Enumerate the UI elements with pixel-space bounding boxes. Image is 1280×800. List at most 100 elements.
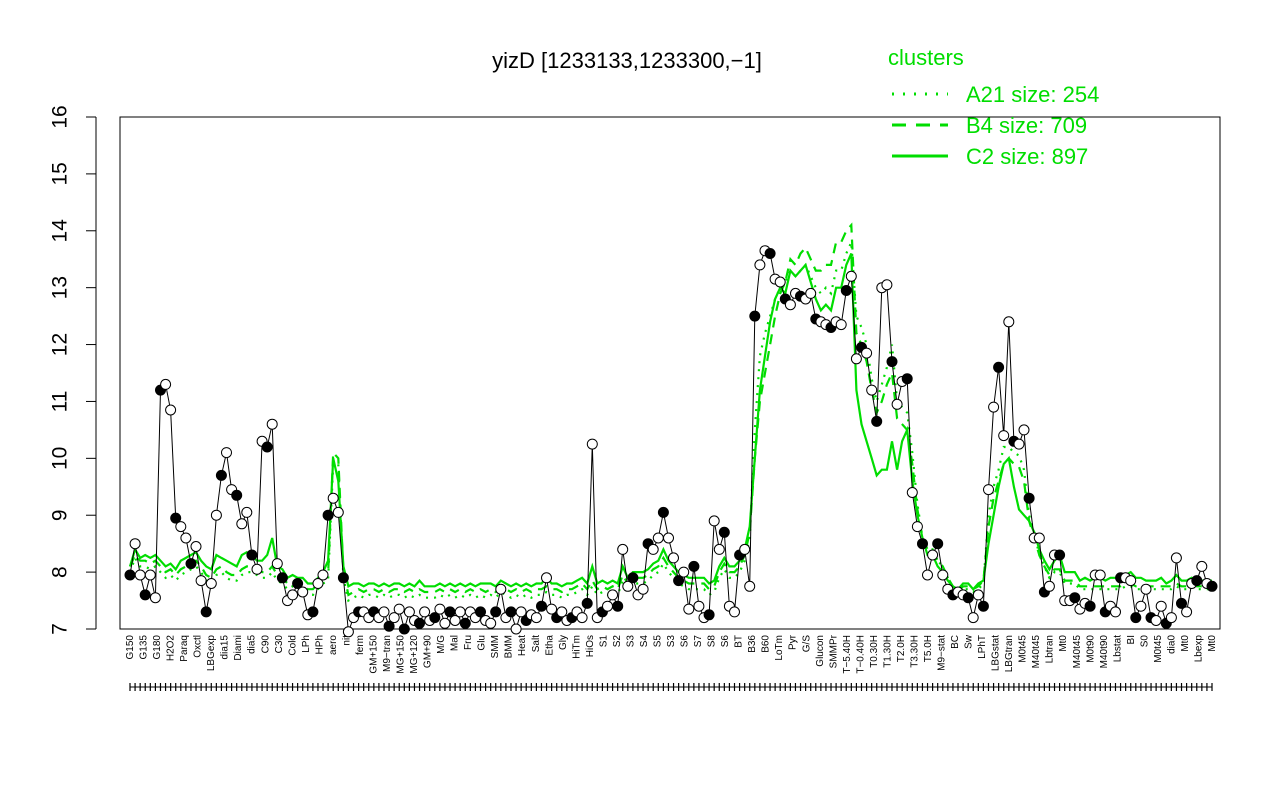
data-point <box>840 285 852 296</box>
x-tick-label: ferm <box>355 635 366 655</box>
x-tick-label: Cold <box>287 635 298 656</box>
legend-label-b4: B4 size: 709 <box>966 113 1087 138</box>
x-tick-label: Lbexp <box>1193 635 1204 663</box>
data-point <box>246 549 258 561</box>
x-tick-label: M40t45 <box>1031 635 1042 669</box>
data-point <box>718 526 730 538</box>
cluster-line-1 <box>128 241 1212 603</box>
data-point <box>1176 597 1187 609</box>
data-point <box>622 580 634 592</box>
data-point <box>977 600 989 612</box>
y-tick-label: 8 <box>49 566 72 578</box>
data-point <box>1013 438 1025 450</box>
x-tick-label: Diami <box>233 635 244 661</box>
data-point <box>1054 549 1066 561</box>
data-point <box>251 563 263 575</box>
x-tick-label: G150 <box>125 635 136 660</box>
x-tick-label: S8 <box>707 635 718 648</box>
data-point <box>764 248 776 259</box>
data-point <box>236 518 248 530</box>
data-point <box>276 572 288 584</box>
data-point <box>180 532 192 544</box>
data-point <box>1018 424 1030 436</box>
x-tick-label: MG+120 <box>409 635 420 674</box>
x-tick-label: G/S <box>801 635 812 653</box>
x-tick-label: HiTm <box>571 635 582 659</box>
data-point <box>784 299 796 311</box>
data-point <box>1140 583 1152 595</box>
x-tick-label: Mt0 <box>1207 635 1218 652</box>
data-point <box>972 589 984 601</box>
data-point <box>967 612 979 624</box>
x-tick-label: T0.30H <box>869 635 880 668</box>
x-tick-label: S1 <box>598 635 609 648</box>
x-tick-label: M40t90 <box>1099 635 1110 669</box>
data-point <box>1135 600 1147 612</box>
data-point <box>327 492 339 504</box>
x-tick-label: Oxctl <box>193 635 204 658</box>
x-tick-label: Mt0 <box>1180 635 1191 652</box>
x-tick-label: T1.30H <box>882 635 893 668</box>
y-tick-label: 11 <box>49 391 72 413</box>
data-point <box>322 509 334 521</box>
x-tick-label: S3 <box>625 635 636 648</box>
chart-title: yizD [1233133,1233300,−1] <box>492 48 762 73</box>
data-point <box>393 603 405 615</box>
data-point <box>332 506 344 518</box>
y-tick-label: 12 <box>49 333 72 356</box>
x-tick-label: BT <box>734 635 745 648</box>
x-tick-label: Salt <box>531 635 542 652</box>
x-tick-label: B36 <box>747 635 758 653</box>
data-point <box>693 600 705 612</box>
data-point <box>419 606 431 618</box>
data-point <box>439 617 451 629</box>
data-point <box>983 484 994 496</box>
x-tick-label: C30 <box>274 635 285 654</box>
plot-frame <box>119 116 1221 630</box>
data-point <box>663 532 674 544</box>
y-tick-label: 14 <box>49 219 72 243</box>
legend: clusters A21 size: 254 B4 size: 709 C2 s… <box>888 45 1099 169</box>
data-point <box>378 606 390 618</box>
x-tick-label: Lbstat <box>1112 635 1123 662</box>
data-point <box>744 580 756 592</box>
data-point <box>871 415 883 427</box>
x-tick-label: Lbtran <box>1045 635 1056 663</box>
data-point <box>932 538 944 550</box>
data-point <box>993 361 1005 373</box>
x-tick-label: LoTm <box>774 635 785 661</box>
data-point <box>475 606 486 618</box>
data-point <box>1155 600 1167 612</box>
data-point <box>170 512 182 524</box>
data-point <box>668 552 679 564</box>
x-tick-label: G135 <box>139 635 150 660</box>
data-point <box>134 569 146 581</box>
legend-label-c2: C2 size: 897 <box>966 144 1088 169</box>
data-point <box>962 592 974 604</box>
y-tick-label: 15 <box>49 162 72 185</box>
x-tick-label: Mal <box>450 635 461 651</box>
x-tick-label: Glu <box>477 635 488 651</box>
x-tick-label: SMM <box>490 635 501 658</box>
data-point <box>845 270 857 282</box>
data-point <box>998 430 1010 442</box>
legend-title: clusters <box>888 45 964 70</box>
data-point <box>185 558 197 570</box>
data-point <box>861 347 873 359</box>
data-point <box>1181 606 1193 618</box>
data-point <box>556 606 568 618</box>
x-tick-label: S5 <box>652 635 663 648</box>
data-point <box>221 447 232 459</box>
data-point <box>317 569 329 581</box>
x-tick-label: HiOs <box>585 635 596 657</box>
data-point <box>1191 575 1203 587</box>
x-tick-label: M9−stat <box>937 635 948 671</box>
data-point <box>139 589 151 601</box>
data-point <box>805 287 817 299</box>
x-tick-label: H2O2 <box>166 635 177 662</box>
x-tick-label: G180 <box>152 635 163 660</box>
data-point <box>200 606 212 618</box>
data-point <box>398 623 410 635</box>
x-tick-label: LBGexp <box>206 635 217 672</box>
data-point <box>891 398 903 410</box>
